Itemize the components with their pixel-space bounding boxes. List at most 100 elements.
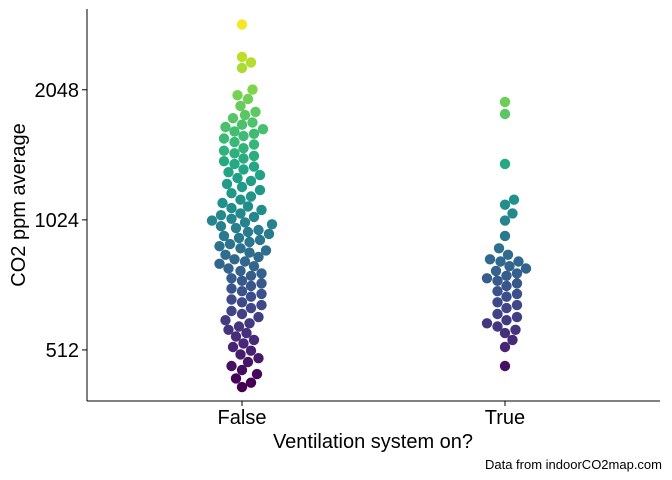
- data-point: [510, 324, 521, 335]
- data-point: [245, 291, 257, 302]
- data-point: [247, 117, 258, 128]
- data-point: [239, 217, 251, 228]
- data-point: [236, 19, 248, 30]
- data-point: [504, 261, 515, 272]
- data-point: [499, 230, 511, 242]
- data-point: [233, 321, 245, 332]
- data-point: [239, 109, 251, 121]
- data-point: [218, 133, 230, 144]
- data-point: [235, 100, 246, 112]
- data-point: [502, 249, 514, 260]
- data-point: [248, 150, 260, 162]
- data-point: [242, 356, 254, 368]
- data-point: [499, 199, 511, 210]
- data-point: [238, 143, 249, 154]
- data-point: [256, 268, 267, 279]
- data-point: [227, 113, 239, 124]
- data-point: [248, 128, 260, 139]
- y-tick-label: 512: [46, 340, 79, 362]
- data-point: [242, 226, 254, 238]
- data-point: [253, 311, 264, 323]
- data-point: [511, 311, 523, 323]
- data-point: [226, 202, 237, 214]
- data-point: [245, 377, 257, 388]
- data-point: [257, 124, 269, 135]
- data-point: [235, 194, 246, 205]
- data-point: [499, 96, 511, 108]
- data-point: [235, 265, 246, 277]
- data-point: [492, 308, 503, 320]
- data-point: [484, 254, 496, 265]
- data-point: [247, 84, 258, 95]
- data-point: [224, 238, 236, 250]
- data-point: [236, 62, 248, 74]
- data-point: [481, 273, 493, 284]
- data-point: [254, 169, 266, 181]
- data-point: [215, 210, 227, 221]
- data-point: [253, 251, 264, 263]
- data-point: [501, 291, 512, 302]
- data-point: [492, 286, 503, 297]
- data-point: [229, 148, 240, 159]
- y-tick-label: 2048: [35, 80, 80, 102]
- data-point: [226, 273, 237, 284]
- data-point: [493, 243, 505, 254]
- data-point: [499, 215, 511, 226]
- data-point: [256, 278, 267, 289]
- data-point: [245, 302, 257, 314]
- data-point: [236, 364, 248, 376]
- data-point: [236, 181, 248, 193]
- x-tick-label: True: [485, 407, 525, 429]
- data-point: [511, 278, 523, 289]
- data-point: [492, 275, 503, 286]
- y-tick-label: 1024: [35, 210, 80, 232]
- data-point: [238, 338, 249, 349]
- data-point: [253, 224, 264, 236]
- data-point: [229, 136, 240, 148]
- data-point: [214, 241, 225, 252]
- data-point: [236, 381, 248, 393]
- data-point: [236, 297, 248, 308]
- data-point: [206, 215, 218, 226]
- data-point: [245, 270, 257, 281]
- data-point: [226, 283, 237, 294]
- data-point: [250, 106, 261, 118]
- data-point: [218, 230, 230, 242]
- data-point: [238, 130, 249, 142]
- data-point: [230, 222, 242, 234]
- points-layer: [206, 19, 532, 393]
- data-point: [499, 108, 511, 120]
- data-point: [254, 234, 266, 246]
- data-point: [256, 299, 267, 311]
- data-point: [242, 201, 254, 212]
- data-point: [481, 318, 493, 329]
- data-point: [245, 191, 257, 202]
- data-point: [223, 263, 234, 274]
- data-point: [501, 302, 512, 314]
- data-point: [220, 249, 231, 260]
- data-point: [248, 161, 260, 172]
- data-point: [499, 327, 511, 339]
- data-point: [236, 119, 248, 130]
- data-point: [235, 243, 246, 254]
- data-point: [507, 334, 518, 346]
- data-point: [238, 164, 249, 175]
- data-point: [238, 153, 249, 164]
- data-point: [226, 213, 237, 224]
- data-point: [244, 247, 255, 258]
- data-point: [226, 360, 237, 372]
- data-point: [492, 297, 503, 308]
- data-point: [236, 275, 248, 286]
- data-point: [241, 327, 252, 339]
- data-point: [499, 158, 511, 170]
- data-point: [508, 194, 520, 205]
- data-point: [230, 331, 242, 342]
- data-point: [232, 90, 243, 101]
- data-point: [501, 280, 512, 292]
- data-point: [520, 263, 532, 274]
- data-point: [248, 334, 260, 346]
- data-point: [226, 305, 237, 317]
- data-point: [260, 245, 272, 256]
- data-point: [214, 258, 225, 269]
- y-axis-title: CO2 ppm average: [8, 123, 30, 286]
